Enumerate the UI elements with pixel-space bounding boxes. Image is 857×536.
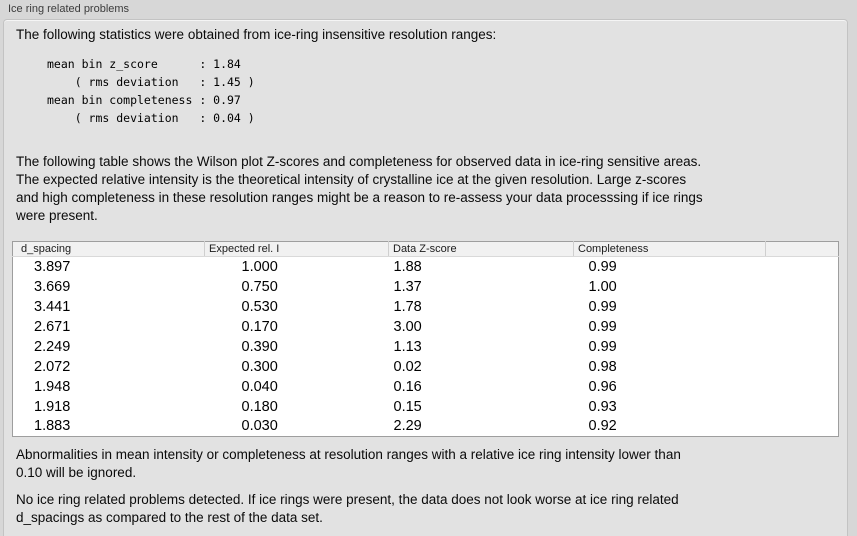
table-cell: 0.750 xyxy=(241,278,278,295)
column-header-empty[interactable] xyxy=(765,241,839,257)
column-header-completeness[interactable]: Completeness xyxy=(573,241,766,257)
table-header-row: d_spacing Expected rel. I Data Z-score C… xyxy=(12,241,839,257)
ice-ring-table-body: 3.897 1.000 1.88 0.99 3.669 0.750 1.37 1.00 3.44… xyxy=(13,257,839,437)
table-cell: 0.15 xyxy=(393,398,422,415)
table-row[interactable]: 2.671 0.170 3.00 0.99 xyxy=(13,317,839,337)
table-cell xyxy=(766,297,839,317)
table-cell: 0.170 xyxy=(241,318,278,335)
column-header-expected-i[interactable]: Expected rel. I xyxy=(204,241,389,257)
table-intro-text: The following table shows the Wilson plo… xyxy=(16,154,703,223)
table-cell: 0.02 xyxy=(393,358,422,375)
table-cell xyxy=(766,417,839,437)
table-cell: 3.897 xyxy=(34,258,71,275)
table-cell: 1.88 xyxy=(393,258,422,275)
table-cell: 1.78 xyxy=(393,298,422,315)
table-cell: 0.030 xyxy=(241,418,278,435)
table-cell xyxy=(766,377,839,397)
table-cell: 0.92 xyxy=(588,418,617,435)
table-cell xyxy=(766,397,839,417)
table-cell: 1.13 xyxy=(393,338,422,355)
table-cell xyxy=(766,277,839,297)
table-cell: 0.040 xyxy=(241,378,278,395)
table-cell: 1.948 xyxy=(34,378,71,395)
table-cell: 0.16 xyxy=(393,378,422,395)
table-cell: 2.072 xyxy=(34,358,71,375)
table-cell: 2.249 xyxy=(34,338,71,355)
table-row[interactable]: 2.072 0.300 0.02 0.98 xyxy=(13,357,839,377)
table-row[interactable]: 1.918 0.180 0.15 0.93 xyxy=(13,397,839,417)
table-row[interactable]: 2.249 0.390 1.13 0.99 xyxy=(13,337,839,357)
table-cell: 1.00 xyxy=(588,278,617,295)
table-cell: 0.99 xyxy=(588,338,617,355)
conclusion-text: No ice ring related problems detected. I… xyxy=(16,492,679,525)
table-cell: 0.180 xyxy=(241,398,278,415)
table-cell: 0.98 xyxy=(588,358,617,375)
ice-ring-table[interactable]: d_spacing Expected rel. I Data Z-score C… xyxy=(12,241,839,437)
table-cell xyxy=(766,257,839,277)
table-row[interactable]: 3.441 0.530 1.78 0.99 xyxy=(13,297,839,317)
table-cell xyxy=(766,357,839,377)
table-cell: 2.671 xyxy=(34,318,71,335)
table-cell: 3.00 xyxy=(393,318,422,335)
table-cell: 1.883 xyxy=(34,418,71,435)
table-cell: 0.96 xyxy=(588,378,617,395)
table-cell: 0.99 xyxy=(588,298,617,315)
ignore-note-text: Abnormalities in mean intensity or compl… xyxy=(16,447,681,480)
table-cell: 0.530 xyxy=(241,298,278,315)
groupbox-title: Ice ring related problems xyxy=(8,3,130,15)
table-cell: 0.390 xyxy=(241,338,278,355)
table-cell xyxy=(766,337,839,357)
table-row[interactable]: 1.948 0.040 0.16 0.96 xyxy=(13,377,839,397)
table-cell: 1.918 xyxy=(34,398,71,415)
table-row[interactable]: 1.883 0.030 2.29 0.92 xyxy=(13,417,839,437)
table-cell: 2.29 xyxy=(393,418,422,435)
column-header-d-spacing[interactable]: d_spacing xyxy=(12,241,205,257)
table-cell: 3.669 xyxy=(34,278,71,295)
table-cell: 1.000 xyxy=(241,258,278,275)
table-cell: 0.99 xyxy=(588,258,617,275)
table-cell: 0.93 xyxy=(588,398,617,415)
table-cell: 1.37 xyxy=(393,278,422,295)
table-cell: 3.441 xyxy=(34,298,71,315)
table-cell xyxy=(766,317,839,337)
table-row[interactable]: 3.669 0.750 1.37 1.00 xyxy=(13,277,839,297)
stats-summary-block: mean bin z_score : 1.84 ( rms deviation … xyxy=(47,57,255,125)
table-cell: 0.300 xyxy=(241,358,278,375)
column-header-z-score[interactable]: Data Z-score xyxy=(388,241,574,257)
table-row[interactable]: 3.897 1.000 1.88 0.99 xyxy=(13,257,839,277)
stats-intro-text: The following statistics were obtained f… xyxy=(16,27,497,42)
table-cell: 0.99 xyxy=(588,318,617,335)
